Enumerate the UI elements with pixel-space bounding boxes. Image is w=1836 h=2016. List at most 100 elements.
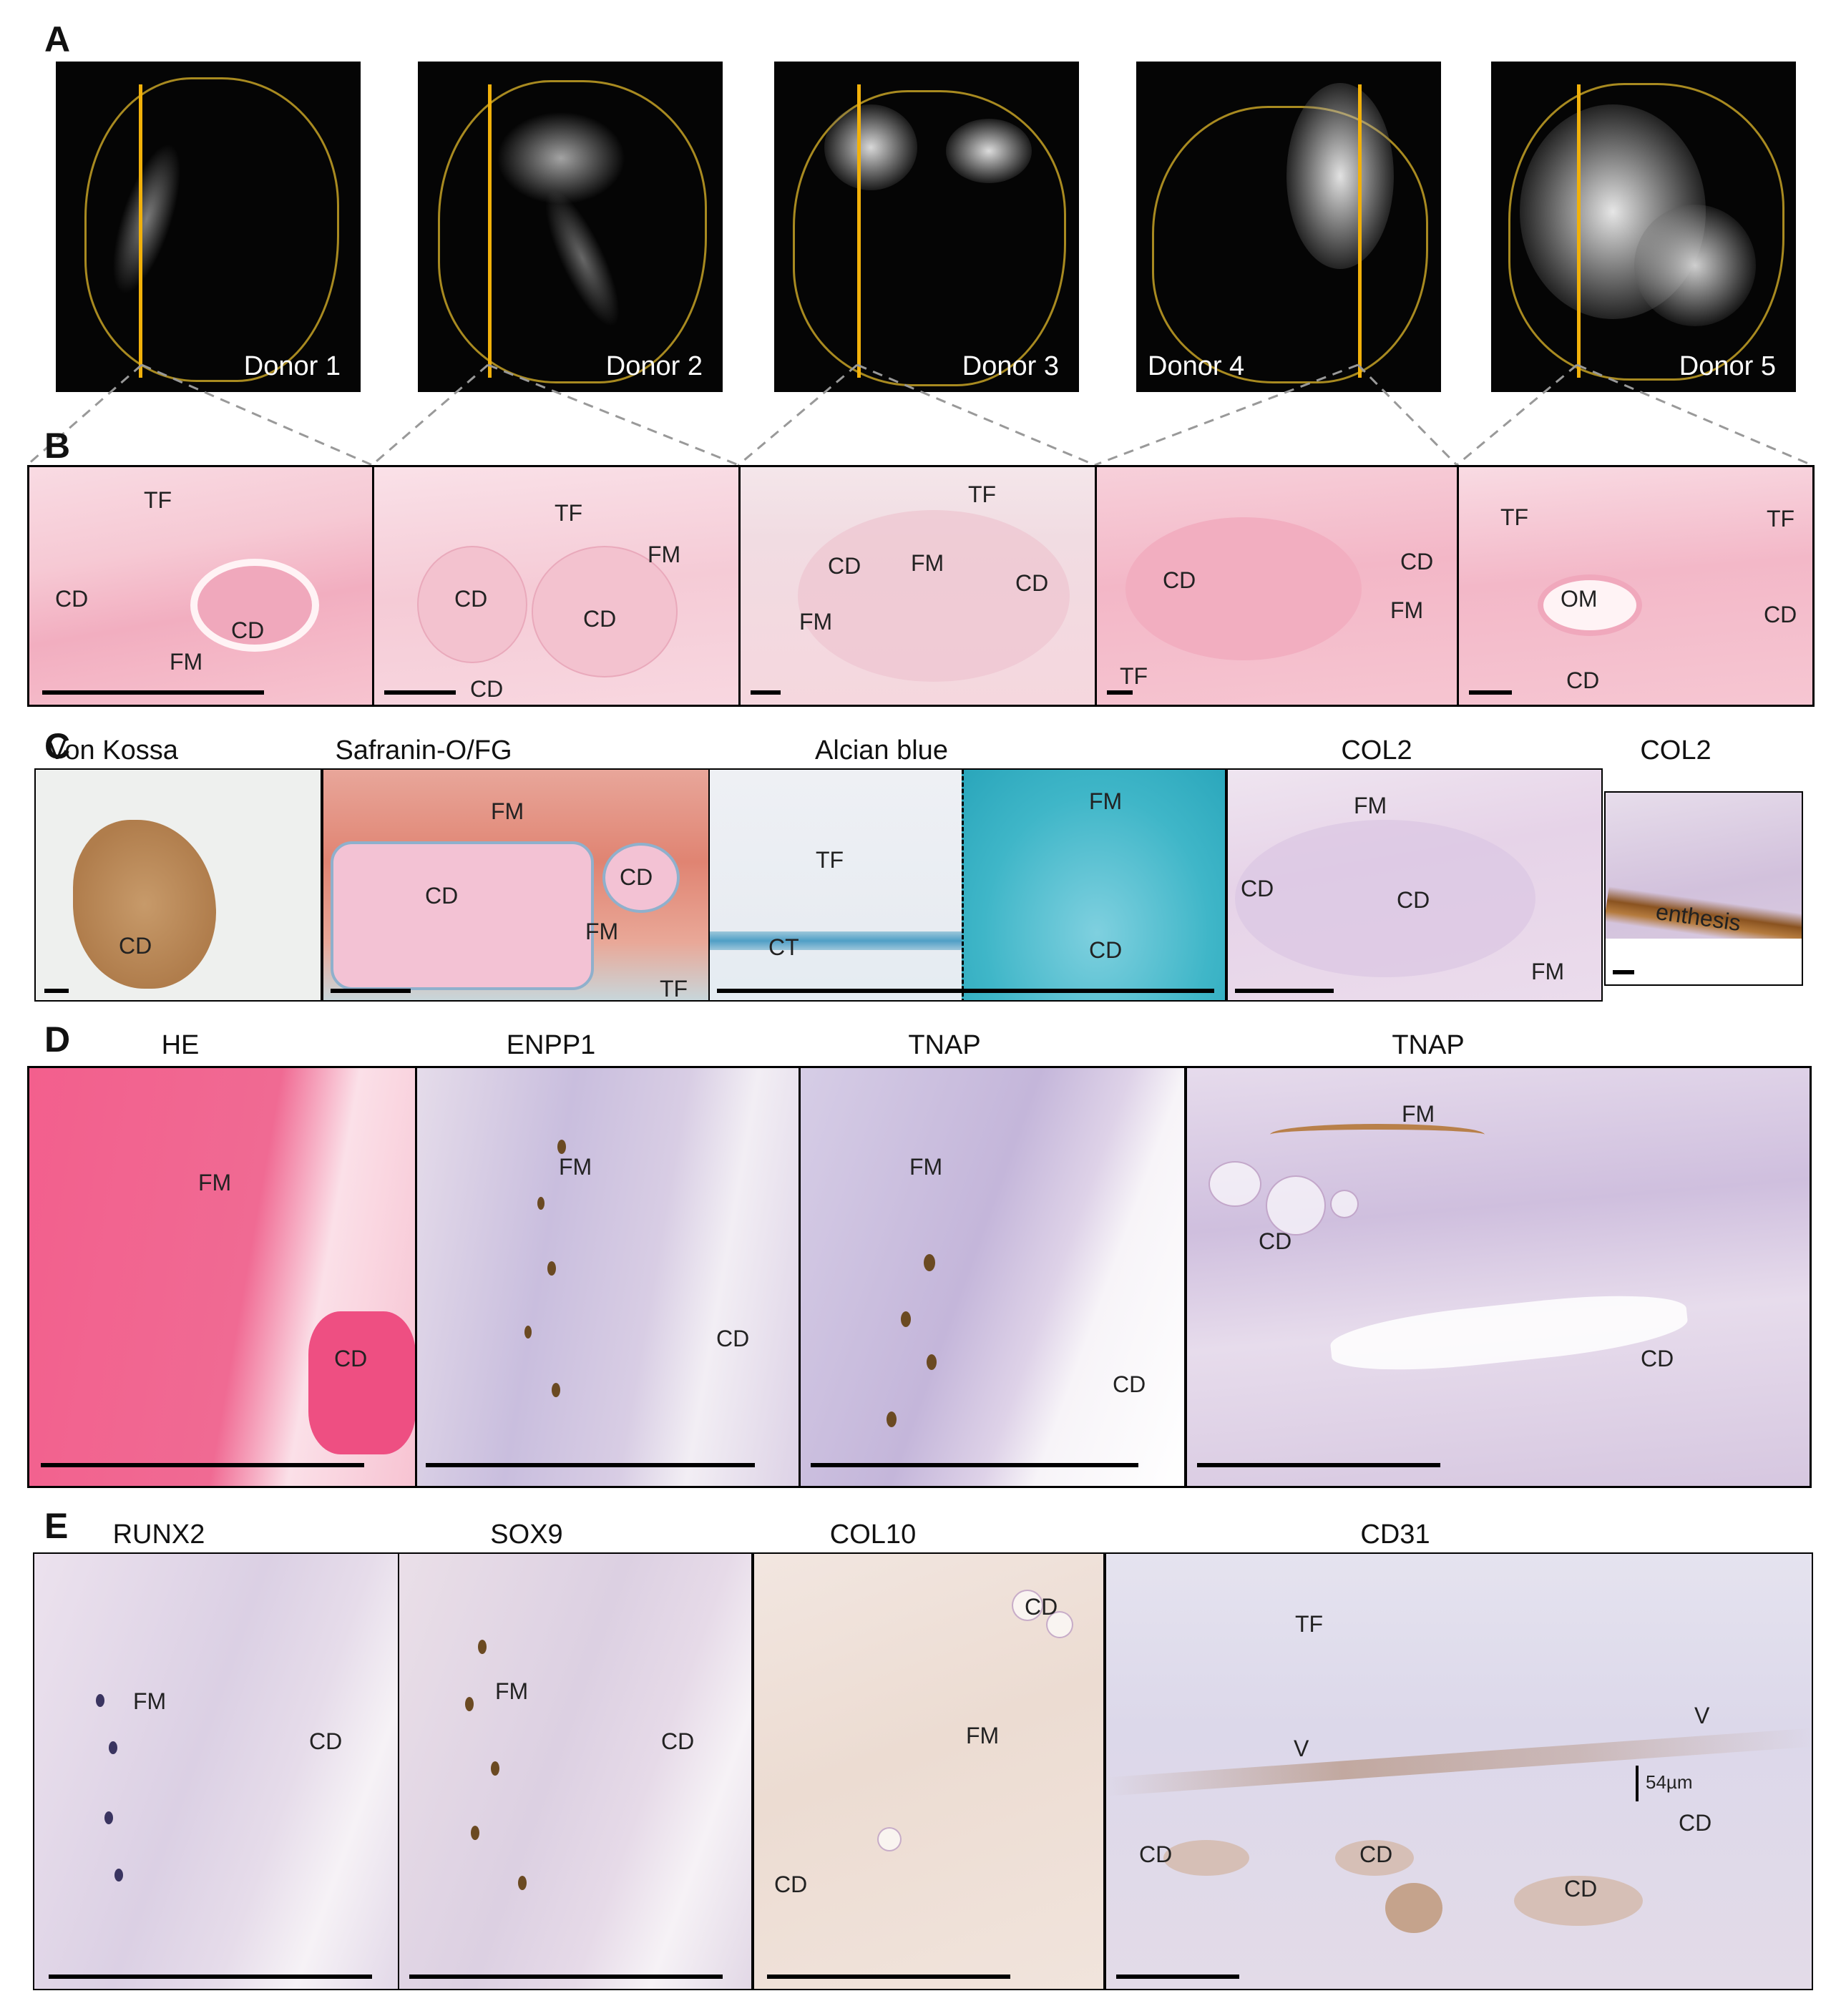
- nucleus: [924, 1254, 935, 1271]
- title-sox9: SOX9: [490, 1520, 563, 1550]
- label-fm: FM: [133, 1688, 167, 1714]
- calcification: [824, 104, 917, 190]
- label-cd: CD: [661, 1728, 695, 1754]
- label-cd: CD: [1641, 1346, 1674, 1371]
- label-fm: FM: [491, 798, 524, 824]
- he-section-donor-5: TF TF OM CD CD: [1457, 465, 1815, 707]
- ct-image-donor-3: Donor 3: [774, 62, 1079, 392]
- label-fm: FM: [909, 1154, 943, 1180]
- label-tf: TF: [1500, 504, 1529, 530]
- scale-bar: [42, 690, 264, 695]
- nucleus: [537, 1197, 545, 1210]
- donor-label: Donor 5: [1679, 351, 1776, 381]
- he-section-donor-2: TF FM CD CD CD: [372, 465, 741, 707]
- label-tf: TF: [144, 487, 172, 513]
- von-kossa-section: CD: [34, 768, 322, 1002]
- nucleus: [887, 1411, 897, 1427]
- col2-enthesis-section: enthesis: [1604, 791, 1803, 986]
- scale-bar: [767, 1975, 1010, 1979]
- ct-outline: [1152, 106, 1428, 383]
- cartilage-domain: [532, 546, 678, 677]
- label-cd: CD: [425, 883, 459, 909]
- label-cd: CD: [583, 606, 617, 632]
- col10-section: CD FM CD: [753, 1552, 1105, 1990]
- calcified-deposit: [73, 820, 216, 989]
- title-col2: COL2: [1341, 735, 1412, 765]
- cartilage-domain: [417, 546, 527, 663]
- tnap-rim-stain: [1270, 1124, 1485, 1145]
- label-cd: CD: [470, 676, 504, 702]
- label-fm: FM: [966, 1723, 1000, 1748]
- label-cd: CD: [55, 586, 89, 612]
- label-cd: CD: [1679, 1810, 1712, 1836]
- calcification: [497, 112, 625, 205]
- label-cd: CD: [1089, 937, 1123, 963]
- title-col2: COL2: [1640, 735, 1712, 765]
- label-measurement: 54µm: [1646, 1771, 1693, 1793]
- label-cd: CD: [1113, 1371, 1146, 1397]
- scale-bar: [1469, 690, 1512, 695]
- label-om: OM: [1561, 586, 1598, 612]
- lacuna: [1046, 1611, 1073, 1638]
- lacuna: [1330, 1190, 1359, 1218]
- he-section-donor-3: TF CD FM CD FM: [738, 465, 1097, 707]
- title-alcian-blue: Alcian blue: [815, 735, 948, 765]
- label-cd: CD: [1139, 1841, 1173, 1867]
- label-fm: FM: [799, 609, 833, 635]
- title-col10: COL10: [829, 1520, 917, 1550]
- scale-bar: [1197, 1463, 1440, 1467]
- donor-label: Donor 2: [605, 351, 703, 381]
- nucleus: [104, 1811, 113, 1824]
- nucleus: [478, 1640, 487, 1654]
- label-cd: CD: [1259, 1228, 1292, 1254]
- he-section-donor-4: CD CD FM TF: [1095, 465, 1460, 707]
- panel-label-e: E: [44, 1506, 69, 1546]
- title-von-kossa: Von Kossa: [48, 735, 178, 765]
- panel-label-b: B: [44, 426, 71, 466]
- nucleus: [491, 1761, 499, 1776]
- title-tnap: TNAP: [908, 1030, 981, 1060]
- alcian-left-half: [710, 770, 962, 1000]
- nucleus: [524, 1326, 532, 1339]
- scale-bar: [44, 989, 69, 993]
- scale-bar: [384, 690, 456, 695]
- label-cd: CD: [620, 864, 653, 890]
- title-runx2: RUNX2: [112, 1520, 205, 1550]
- col2-section: FM CD CD FM: [1226, 768, 1603, 1002]
- alcian-blue-section: TF CT FM CD: [708, 768, 1226, 1002]
- scale-bar: [717, 989, 1214, 993]
- title-he: HE: [161, 1030, 200, 1060]
- label-fm: FM: [1354, 793, 1387, 818]
- nucleus: [96, 1694, 104, 1707]
- nucleus: [465, 1697, 474, 1711]
- panel-label-c: C: [44, 726, 71, 766]
- label-tf: TF: [1767, 506, 1795, 532]
- donor-label: Donor 1: [243, 351, 341, 381]
- label-cd: CD: [454, 586, 488, 612]
- cartilage-domain: [1514, 1876, 1643, 1926]
- he-section-donor-1: TF CD CD FM: [27, 465, 374, 707]
- tnap-section-1: FM CD: [799, 1066, 1186, 1488]
- nucleus: [927, 1354, 937, 1370]
- title-enpp1: ENPP1: [506, 1030, 596, 1060]
- zoom-lines: [26, 363, 1812, 466]
- lacuna: [1012, 1590, 1043, 1621]
- nucleus: [471, 1826, 479, 1840]
- label-fm: FM: [1390, 597, 1424, 623]
- scale-bar: [751, 690, 781, 695]
- label-fm: FM: [585, 919, 619, 944]
- osseous-ring: [1538, 574, 1642, 636]
- label-v: V: [1294, 1736, 1309, 1761]
- label-tf: TF: [968, 481, 997, 507]
- donor-label: Donor 4: [1148, 351, 1245, 381]
- label-cd: CD: [774, 1871, 808, 1897]
- nucleus: [518, 1876, 527, 1890]
- label-tf: TF: [660, 976, 688, 1002]
- label-cd: CD: [1566, 667, 1600, 693]
- cut-line: [857, 84, 861, 378]
- scale-bar: [49, 1975, 372, 1979]
- label-fm: FM: [495, 1678, 529, 1704]
- label-tf: TF: [1120, 663, 1148, 689]
- cartilage-domain: [798, 510, 1070, 682]
- cartilage-domain: [1125, 517, 1362, 660]
